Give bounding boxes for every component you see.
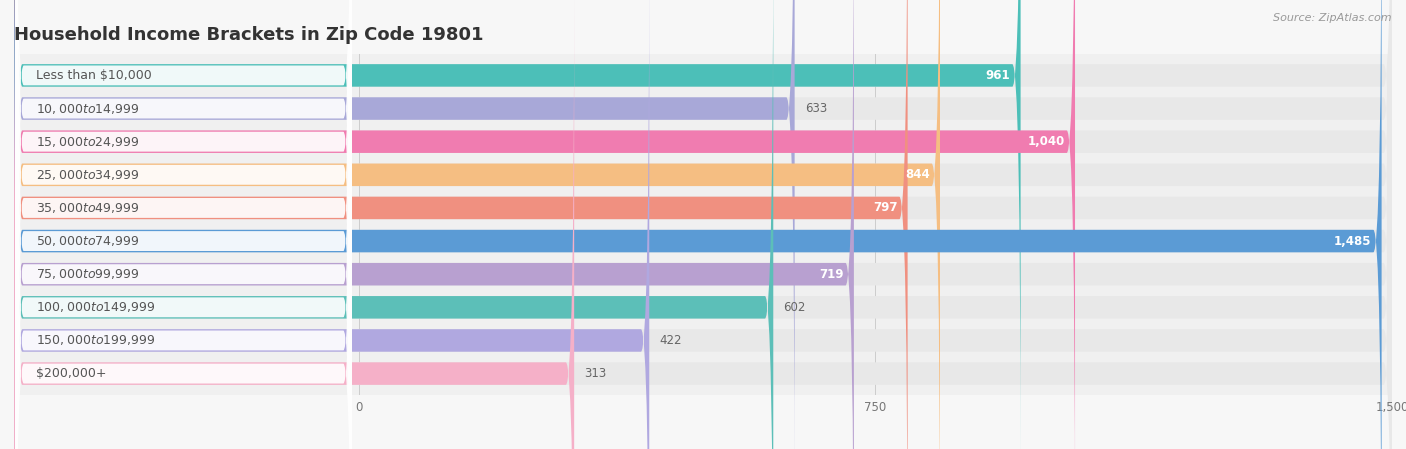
FancyBboxPatch shape <box>15 0 352 449</box>
FancyBboxPatch shape <box>15 0 352 449</box>
FancyBboxPatch shape <box>15 0 352 449</box>
Text: $150,000 to $199,999: $150,000 to $199,999 <box>37 334 156 348</box>
FancyBboxPatch shape <box>14 0 1392 449</box>
Text: Source: ZipAtlas.com: Source: ZipAtlas.com <box>1274 13 1392 23</box>
FancyBboxPatch shape <box>14 0 1392 449</box>
FancyBboxPatch shape <box>14 0 1392 449</box>
Text: 844: 844 <box>905 168 929 181</box>
Text: 422: 422 <box>659 334 682 347</box>
Text: 1,485: 1,485 <box>1334 234 1371 247</box>
Text: Household Income Brackets in Zip Code 19801: Household Income Brackets in Zip Code 19… <box>14 26 484 44</box>
FancyBboxPatch shape <box>15 0 352 449</box>
Text: $15,000 to $24,999: $15,000 to $24,999 <box>37 135 139 149</box>
FancyBboxPatch shape <box>14 0 941 449</box>
FancyBboxPatch shape <box>15 0 352 449</box>
FancyBboxPatch shape <box>14 0 1392 449</box>
FancyBboxPatch shape <box>14 0 1392 449</box>
FancyBboxPatch shape <box>14 0 794 449</box>
FancyBboxPatch shape <box>15 0 352 449</box>
FancyBboxPatch shape <box>15 0 352 449</box>
FancyBboxPatch shape <box>14 0 773 449</box>
Text: 602: 602 <box>783 301 806 314</box>
Text: 961: 961 <box>986 69 1011 82</box>
FancyBboxPatch shape <box>14 0 1392 449</box>
FancyBboxPatch shape <box>14 0 908 449</box>
Text: $100,000 to $149,999: $100,000 to $149,999 <box>37 300 156 314</box>
Text: $10,000 to $14,999: $10,000 to $14,999 <box>37 101 139 115</box>
FancyBboxPatch shape <box>15 0 352 449</box>
FancyBboxPatch shape <box>14 0 853 449</box>
Text: $200,000+: $200,000+ <box>37 367 107 380</box>
Text: Less than $10,000: Less than $10,000 <box>37 69 152 82</box>
FancyBboxPatch shape <box>14 0 1076 449</box>
FancyBboxPatch shape <box>14 0 650 449</box>
Text: 313: 313 <box>585 367 607 380</box>
FancyBboxPatch shape <box>14 0 574 449</box>
Text: $75,000 to $99,999: $75,000 to $99,999 <box>37 267 139 281</box>
FancyBboxPatch shape <box>14 0 1382 449</box>
FancyBboxPatch shape <box>14 0 1392 449</box>
FancyBboxPatch shape <box>14 0 1021 449</box>
Text: $25,000 to $34,999: $25,000 to $34,999 <box>37 168 139 182</box>
FancyBboxPatch shape <box>15 0 352 449</box>
FancyBboxPatch shape <box>14 0 1392 449</box>
FancyBboxPatch shape <box>14 0 1392 449</box>
Text: $35,000 to $49,999: $35,000 to $49,999 <box>37 201 139 215</box>
Text: 1,040: 1,040 <box>1028 135 1064 148</box>
FancyBboxPatch shape <box>14 0 1392 449</box>
Text: 797: 797 <box>873 202 897 215</box>
Text: $50,000 to $74,999: $50,000 to $74,999 <box>37 234 139 248</box>
FancyBboxPatch shape <box>15 0 352 449</box>
Text: 719: 719 <box>820 268 844 281</box>
Text: 633: 633 <box>806 102 827 115</box>
